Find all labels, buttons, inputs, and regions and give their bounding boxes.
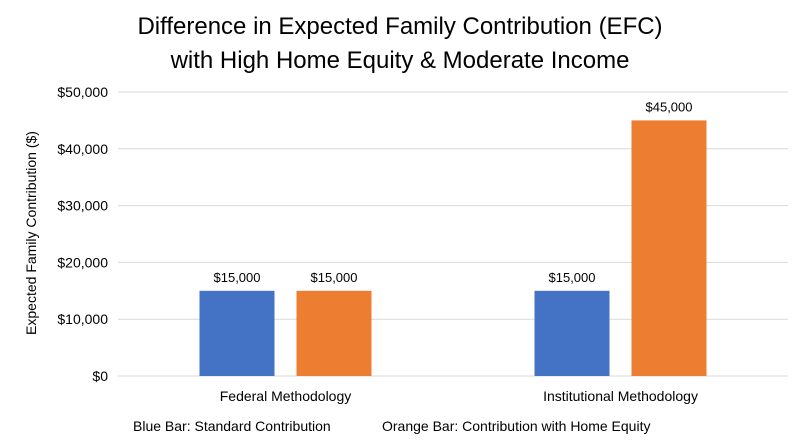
y-tick-label: $50,000: [57, 84, 108, 100]
y-tick-label: $0: [92, 368, 108, 384]
x-axis-categories: Federal Methodology Institutional Methodo…: [220, 388, 698, 404]
bars: [199, 120, 707, 377]
bar: [631, 120, 707, 377]
data-labels: $15,000 $15,000 $15,000 $45,000: [214, 99, 693, 284]
y-axis-ticks: $0 $10,000 $20,000 $30,000 $40,000 $50,000: [57, 84, 108, 384]
footnote-orange: Orange Bar: Contribution with Home Equit…: [382, 418, 650, 434]
bar: [534, 290, 610, 376]
chart-title-line-1: Difference in Expected Family Contributi…: [137, 13, 662, 40]
x-category-label: Federal Methodology: [220, 388, 352, 404]
footnote-blue: Blue Bar: Standard Contribution: [133, 418, 331, 434]
y-tick-label: $20,000: [57, 254, 108, 270]
chart-title-line-2: with High Home Equity & Moderate Income: [170, 47, 630, 74]
bar-data-label: $45,000: [646, 99, 693, 114]
x-category-label: Institutional Methodology: [543, 388, 698, 404]
y-axis-label: Expected Family Contribution ($): [23, 131, 39, 335]
y-tick-label: $10,000: [57, 311, 108, 327]
bar-data-label: $15,000: [311, 270, 358, 285]
bar: [296, 290, 372, 376]
bar: [199, 290, 275, 376]
y-tick-label: $30,000: [57, 198, 108, 214]
bar-data-label: $15,000: [549, 270, 596, 285]
y-tick-label: $40,000: [57, 141, 108, 157]
bar-data-label: $15,000: [214, 270, 261, 285]
